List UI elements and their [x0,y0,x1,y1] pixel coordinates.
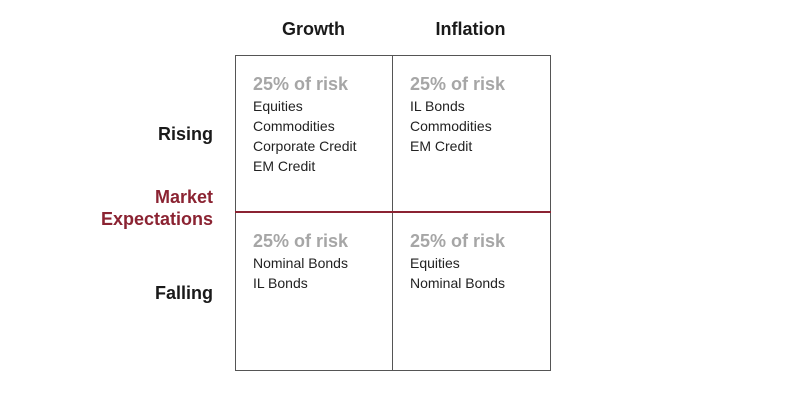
risk-share: 25% of risk [253,74,349,94]
asset-item: IL Bonds [410,98,465,114]
risk-share: 25% of risk [253,231,349,251]
axis-label: Expectations [100,209,213,229]
asset-item: Equities [410,255,460,271]
row-header: Rising [157,124,213,144]
vertical-divider [392,55,393,371]
asset-item: IL Bonds [253,275,308,291]
asset-item: Commodities [253,118,335,134]
asset-item: Commodities [410,118,492,134]
asset-item: Nominal Bonds [253,255,348,271]
column-header: Growth [282,19,345,39]
asset-item: EM Credit [410,138,473,154]
axis-label: Market [154,187,213,207]
asset-item: Nominal Bonds [410,275,505,291]
asset-item: EM Credit [253,158,316,174]
asset-item: Corporate Credit [253,138,357,154]
matrix-border [235,55,551,371]
column-header: Inflation [435,19,506,39]
risk-share: 25% of risk [410,231,506,251]
horizontal-divider [235,211,551,213]
asset-item: Equities [253,98,303,114]
risk-share: 25% of risk [410,74,506,94]
row-header: Falling [155,283,213,303]
